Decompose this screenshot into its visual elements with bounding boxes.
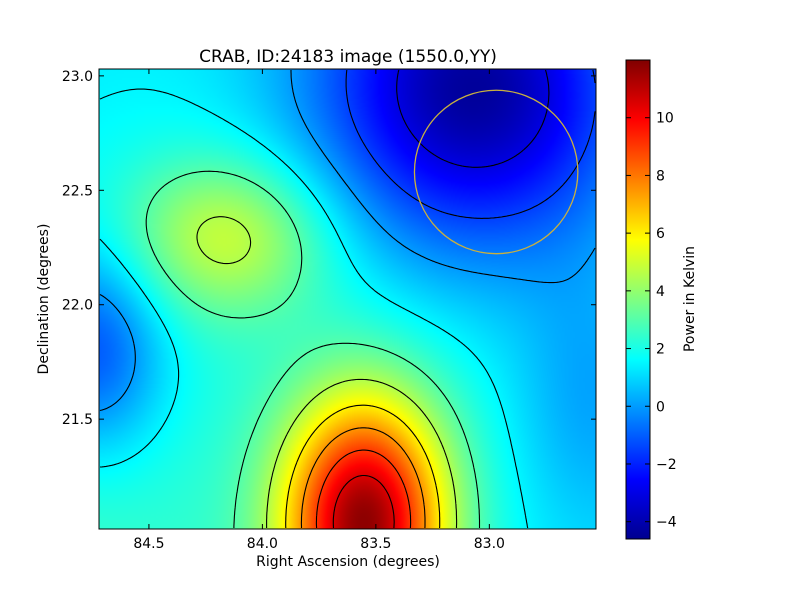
colorbar <box>625 59 651 540</box>
x-tick-label: 84.5 <box>133 536 164 552</box>
x-axis-label: Right Ascension (degrees) <box>256 554 440 570</box>
contour-lines <box>99 69 596 529</box>
contour-line <box>332 474 395 529</box>
contour-line <box>315 449 412 529</box>
chart-title: CRAB, ID:24183 image (1550.0,YY) <box>199 47 497 67</box>
y-axis-label: Declination (degrees) <box>36 224 52 375</box>
y-tick-label: 22.0 <box>62 298 93 314</box>
y-axis-ticks: 21.5 22.0 22.5 23.0 <box>62 69 596 428</box>
y-tick-label: 21.5 <box>62 412 93 428</box>
heatmap-area <box>99 69 596 529</box>
y-tick-label: 23.0 <box>62 69 93 85</box>
contour-line <box>99 88 529 529</box>
colorbar-tick-label: 0 <box>656 399 665 415</box>
contour-line <box>285 404 441 529</box>
colorbar-label: Power in Kelvin <box>682 246 698 352</box>
contour-line <box>196 216 458 528</box>
colorbar-ticks: −4 −2 0 2 4 6 8 10 <box>626 111 677 531</box>
plot-frame <box>98 68 597 530</box>
x-tick-label: 83.0 <box>474 536 505 552</box>
colorbar-tick-label: −2 <box>656 457 677 473</box>
x-tick-label: 84.0 <box>247 536 278 552</box>
colorbar-tick-label: 10 <box>656 111 674 127</box>
contour-line <box>99 70 596 412</box>
y-tick-label: 22.5 <box>62 183 93 199</box>
colorbar-tick-label: −4 <box>656 515 677 531</box>
x-axis-ticks: 84.5 84.0 83.5 83.0 <box>133 69 505 552</box>
annotation-circle <box>413 89 579 255</box>
contour-line <box>145 170 481 528</box>
contour-line <box>345 69 596 219</box>
colorbar-tick-label: 2 <box>656 342 665 358</box>
colorbar-tick-label: 6 <box>656 226 665 242</box>
colorbar-tick-label: 4 <box>656 284 665 300</box>
x-tick-label: 83.5 <box>360 536 391 552</box>
contour-line <box>396 69 550 168</box>
colorbar-tick-label: 8 <box>656 168 665 184</box>
heatmap-image <box>99 69 596 529</box>
contour-line <box>300 427 426 529</box>
